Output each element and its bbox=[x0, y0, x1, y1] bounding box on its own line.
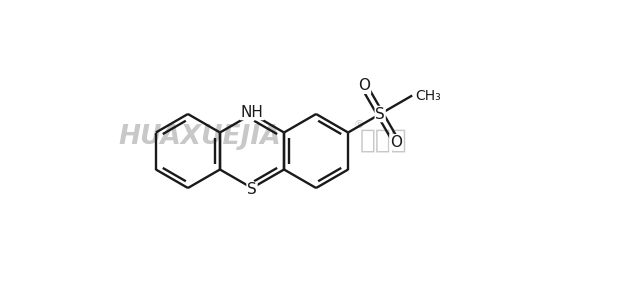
Text: ®: ® bbox=[353, 120, 364, 130]
Text: O: O bbox=[359, 78, 371, 93]
Text: S: S bbox=[247, 182, 257, 197]
Text: 化学加: 化学加 bbox=[360, 128, 408, 154]
Text: O: O bbox=[390, 135, 402, 150]
Text: CH₃: CH₃ bbox=[415, 88, 441, 103]
Text: S: S bbox=[375, 106, 385, 121]
Text: HUAXUEJIA: HUAXUEJIA bbox=[118, 124, 281, 150]
Text: NH: NH bbox=[241, 105, 264, 120]
